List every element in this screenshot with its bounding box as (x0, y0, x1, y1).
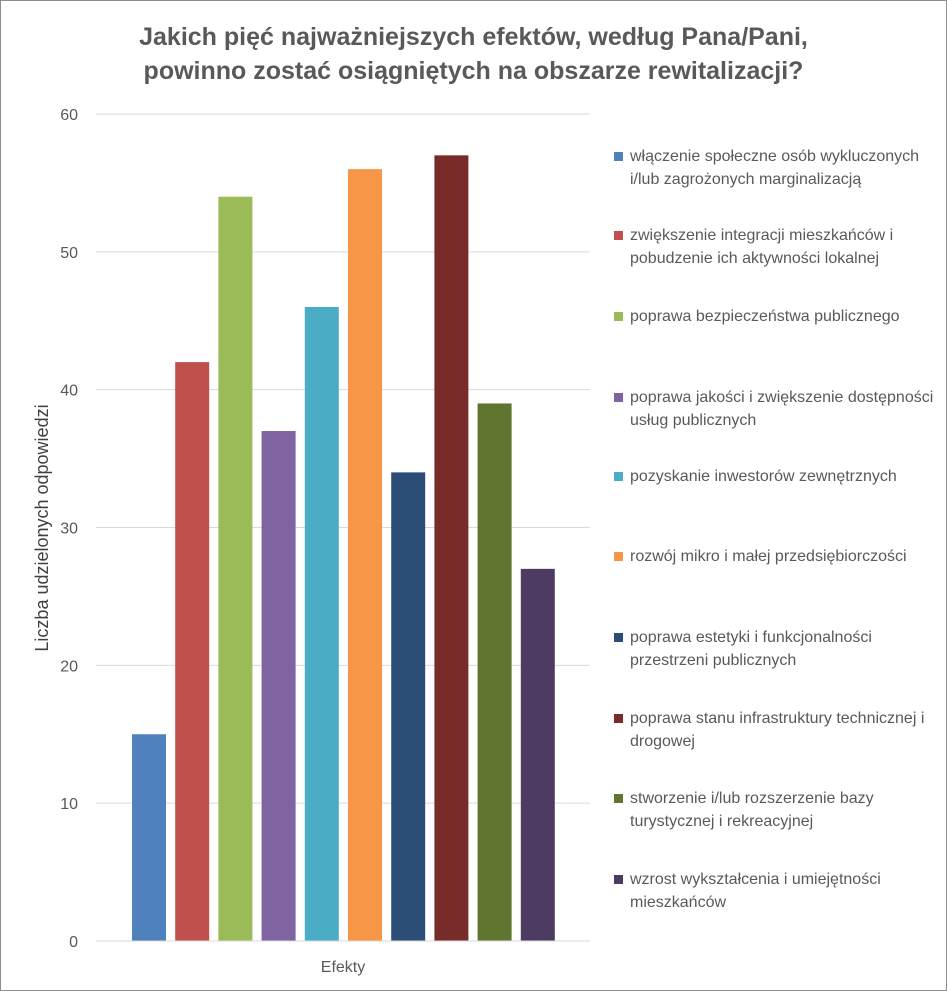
bar-6 (348, 169, 382, 942)
y-tick-label: 30 (60, 521, 78, 538)
legend-swatch (614, 794, 623, 803)
legend-swatch (614, 152, 623, 161)
legend-swatch (614, 552, 623, 561)
legend-item-8: poprawa stanu infrastruktury technicznej… (614, 707, 934, 753)
legend-item-7: poprawa estetyki i funkcjonalności przes… (614, 626, 934, 672)
y-tick-label: 40 (60, 383, 78, 400)
chart-title: Jakich pięć najważniejszych efektów, wed… (0, 20, 947, 88)
bar-9 (477, 403, 512, 941)
legend-label: poprawa estetyki i funkcjonalności przes… (630, 629, 872, 669)
legend-label: wzrost wykształcenia i umiejętności mies… (630, 871, 881, 911)
legend-swatch (614, 875, 623, 884)
y-tick-label: 50 (60, 245, 78, 262)
legend-swatch (614, 714, 623, 723)
legend-label: poprawa stanu infrastruktury technicznej… (630, 710, 925, 750)
legend-item-9: stworzenie i/lub rozszerzenie bazy turys… (614, 787, 934, 833)
gridlines (96, 113, 590, 804)
legend-item-10: wzrost wykształcenia i umiejętności mies… (614, 868, 934, 914)
legend-label: stworzenie i/lub rozszerzenie bazy turys… (630, 790, 874, 830)
legend-item-5: pozyskanie inwestorów zewnętrznych (614, 465, 934, 488)
y-tick-label: 60 (60, 107, 78, 124)
legend-label: zwiększenie integracji mieszkańców i pob… (630, 227, 894, 267)
legend-item-6: rozwój mikro i małej przedsiębiorczości (614, 545, 934, 568)
bar-2 (175, 362, 210, 942)
legend-item-4: poprawa jakości i zwiększenie dostępnośc… (614, 386, 934, 432)
legend-item-3: poprawa bezpieczeństwa publicznego (614, 305, 934, 328)
legend-swatch (614, 472, 623, 481)
bar-5 (304, 306, 339, 941)
chart-title-line-2: powinno zostać osiągniętych na obszarze … (143, 57, 804, 85)
bar-10 (520, 568, 555, 941)
legend-swatch (614, 312, 623, 321)
y-axis-label: Liczba udzielonych odpowiedzi (32, 404, 52, 651)
bar-8 (434, 155, 469, 942)
legend-label: poprawa jakości i zwiększenie dostępnośc… (630, 389, 934, 429)
legend-label: włączenie społeczne osób wykluczonych i/… (630, 148, 920, 188)
chart-title-line-1: Jakich pięć najważniejszych efektów, wed… (139, 23, 808, 51)
legend-label: pozyskanie inwestorów zewnętrznych (630, 468, 897, 485)
bar-3 (218, 196, 253, 941)
legend-swatch (614, 393, 623, 402)
legend-item-2: zwiększenie integracji mieszkańców i pob… (614, 224, 934, 270)
legend-swatch (614, 231, 623, 240)
bars (132, 155, 555, 942)
bar-7 (391, 472, 426, 941)
y-tick-label: 10 (60, 796, 78, 813)
x-axis-label: Efekty (321, 959, 365, 976)
legend-label: rozwój mikro i małej przedsiębiorczości (630, 548, 907, 565)
bar-4 (261, 431, 296, 941)
y-tick-label: 20 (60, 658, 78, 675)
y-tick-label: 0 (69, 934, 78, 951)
bar-1 (132, 734, 166, 941)
legend-label: poprawa bezpieczeństwa publicznego (630, 308, 900, 325)
legend-item-1: włączenie społeczne osób wykluczonych i/… (614, 145, 934, 191)
y-axis-ticks: 0 10 20 30 40 50 60 (60, 107, 78, 951)
legend-swatch (614, 633, 623, 642)
